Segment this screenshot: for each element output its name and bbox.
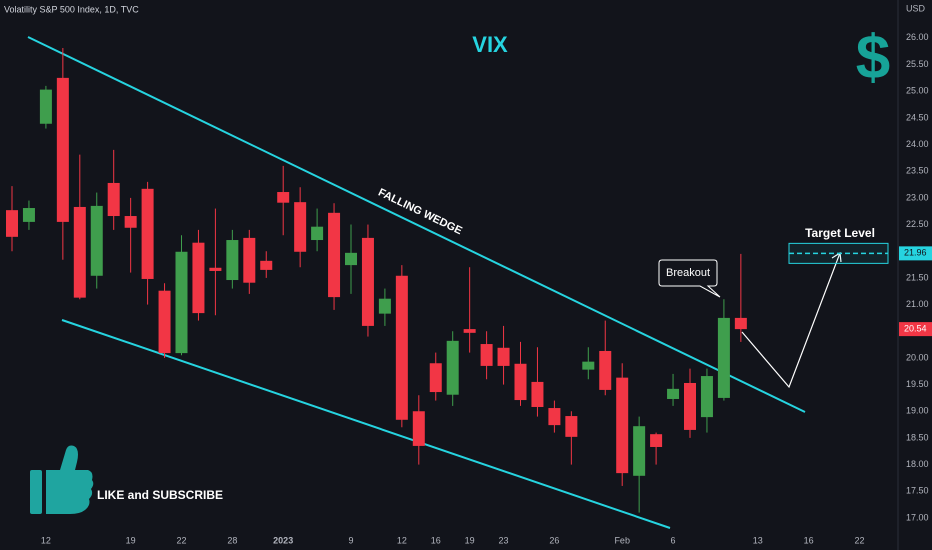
y-tick-label: 23.50 <box>906 166 929 176</box>
y-tick-label: 21.50 <box>906 272 929 282</box>
last-price-label: 20.54 <box>904 323 927 333</box>
candle-body <box>565 416 578 437</box>
candle-body <box>361 237 374 326</box>
candle-body <box>599 350 612 390</box>
chart-title: VIX <box>472 32 508 57</box>
candle-body <box>497 347 510 366</box>
x-tick-label: 22 <box>176 535 186 545</box>
x-tick-label: 16 <box>804 535 814 545</box>
candle-body <box>294 202 307 252</box>
y-tick-label: 21.00 <box>906 299 929 309</box>
candle-body <box>429 363 442 393</box>
candle-body <box>345 252 357 266</box>
y-tick-label: 23.00 <box>906 192 929 202</box>
x-tick-label: 26 <box>549 535 559 545</box>
candle-body <box>446 340 459 395</box>
last-price-tag <box>899 322 932 337</box>
candle-body <box>6 210 18 237</box>
y-tick-label: 24.00 <box>906 139 929 149</box>
candle-body <box>260 260 273 270</box>
y-tick-label: 19.50 <box>906 379 929 389</box>
candle-body <box>175 251 188 354</box>
breakout-label: Breakout <box>666 267 710 279</box>
candle-body <box>209 267 222 271</box>
candle-body <box>582 361 595 370</box>
candle-body <box>463 329 476 333</box>
y-tick-label: 19.00 <box>906 406 929 416</box>
candle-body <box>226 240 239 281</box>
candle-body <box>480 344 493 366</box>
x-tick-label: 2023 <box>273 535 293 545</box>
y-tick-label: 24.50 <box>906 112 929 122</box>
x-tick-label: 16 <box>431 535 441 545</box>
candle-body <box>514 363 527 401</box>
target-price-label: 21.96 <box>904 248 927 258</box>
chart-header: Volatility S&P 500 Index, 1D, TVC <box>4 4 139 14</box>
candle-body <box>192 242 205 314</box>
candle-body <box>412 411 425 446</box>
candle-body <box>684 382 696 430</box>
candle-body <box>73 206 86 298</box>
candle-body <box>124 216 137 228</box>
candle-body <box>633 426 646 476</box>
y-tick-label: 20.00 <box>906 352 929 362</box>
candle-body <box>378 298 391 314</box>
currency-label: USD <box>906 3 926 13</box>
candle-body <box>22 208 35 222</box>
x-tick-label: Feb <box>614 535 630 545</box>
candle-body <box>107 182 120 217</box>
thumbs-up-icon <box>30 445 94 514</box>
projection-arrow <box>741 252 841 389</box>
candle-body <box>277 192 290 203</box>
y-tick-label: 25.50 <box>906 59 929 69</box>
x-tick-label: 13 <box>753 535 763 545</box>
x-tick-label: 12 <box>397 535 407 545</box>
candle-body <box>311 226 324 241</box>
dollar-icon: $ <box>856 23 890 92</box>
candle-body <box>548 408 561 426</box>
candle-body <box>667 388 680 399</box>
y-tick-label: 18.00 <box>906 459 929 469</box>
candle-body <box>650 434 663 447</box>
y-tick-label: 22.50 <box>906 219 929 229</box>
candle-body <box>395 275 408 420</box>
x-tick-label: 22 <box>854 535 864 545</box>
x-tick-label: 23 <box>499 535 509 545</box>
lower-trendline <box>61 319 671 529</box>
candle-body <box>616 377 629 474</box>
candle-body <box>90 205 103 276</box>
footer-label: LIKE and SUBSCRIBE <box>97 488 223 502</box>
candle-body <box>39 89 52 124</box>
target-price-tag <box>899 246 932 261</box>
candle-body <box>141 188 154 279</box>
candle-body <box>328 212 341 298</box>
x-tick-label: 9 <box>348 535 353 545</box>
candle-body <box>56 77 69 222</box>
candle-body <box>158 290 171 354</box>
x-tick-label: 19 <box>465 535 475 545</box>
x-tick-label: 6 <box>671 535 676 545</box>
candle-body <box>243 237 256 283</box>
y-tick-label: 25.00 <box>906 86 929 96</box>
candle-body <box>717 317 730 398</box>
y-tick-label: 17.50 <box>906 486 929 496</box>
x-tick-label: 28 <box>227 535 237 545</box>
x-tick-label: 12 <box>41 535 51 545</box>
upper-trendline <box>27 36 806 413</box>
x-tick-label: 19 <box>126 535 136 545</box>
breakout-callout <box>658 259 721 298</box>
candle-body <box>734 317 747 330</box>
candle-body <box>531 381 544 407</box>
y-tick-label: 17.00 <box>906 512 929 522</box>
y-tick-label: 26.00 <box>906 32 929 42</box>
candle-body <box>700 376 713 418</box>
target-label: Target Level <box>805 226 875 240</box>
y-tick-label: 18.50 <box>906 432 929 442</box>
